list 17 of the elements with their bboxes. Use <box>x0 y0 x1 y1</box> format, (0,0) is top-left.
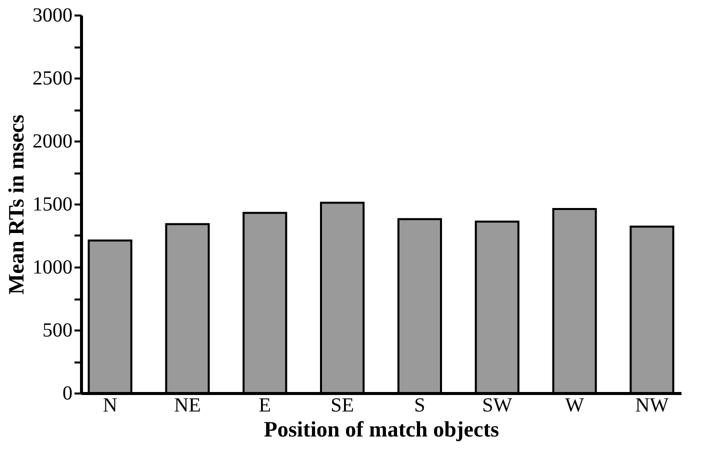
y-tick-label: 2500 <box>32 68 72 90</box>
x-tick-label: S <box>414 394 426 416</box>
x-tick-label: N <box>102 394 118 416</box>
y-tick-label: 3000 <box>32 4 72 26</box>
y-tick-label: 500 <box>42 320 72 342</box>
x-tick-label: SW <box>482 394 512 416</box>
y-tick-label: 1000 <box>32 256 72 278</box>
x-tick-label: NW <box>635 394 669 416</box>
x-tick-label: SE <box>330 394 354 416</box>
y-tick-label: 0 <box>62 382 72 404</box>
y-tick-label: 2000 <box>32 130 72 152</box>
x-tick-label: E <box>258 394 271 416</box>
x-tick-label: W <box>565 394 584 416</box>
x-axis-title: Position of match objects <box>264 416 500 442</box>
x-tick-label: NE <box>174 394 201 416</box>
y-axis-title: Mean RTs in msecs <box>4 114 28 294</box>
y-tick-label: 1500 <box>32 194 72 216</box>
